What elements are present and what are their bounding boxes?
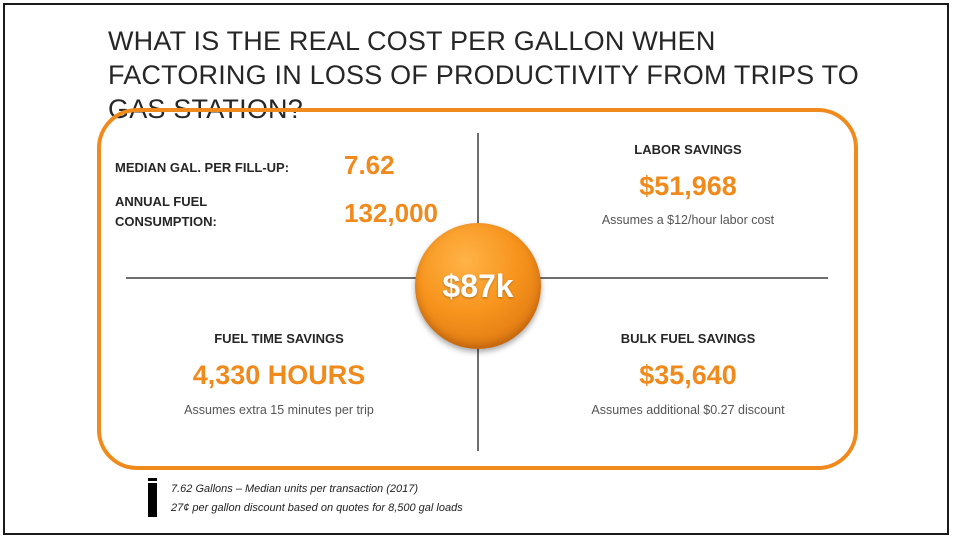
bulk-fuel-savings-value: $35,640	[639, 360, 737, 390]
info-icon-dot	[148, 478, 157, 481]
bulk-fuel-savings-label: BULK FUEL SAVINGS	[620, 331, 756, 346]
summary-panel	[97, 108, 858, 470]
page-title: WHAT IS THE REAL COST PER GALLON WHEN FA…	[108, 26, 860, 124]
bulk-fuel-savings-note: Assumes additional $0.27 discount	[591, 403, 785, 417]
labor-savings-label: LABOR SAVINGS	[634, 142, 742, 157]
median-gallons-label: MEDIAN GAL. PER FILL-UP:	[115, 160, 290, 175]
fuel-time-savings-value: 4,330 HOURS	[192, 360, 366, 390]
labor-savings-note: Assumes a $12/hour labor cost	[601, 213, 775, 227]
annual-fuel-label-line1: ANNUAL FUEL	[115, 194, 208, 209]
fuel-time-savings-label: FUEL TIME SAVINGS	[214, 331, 344, 346]
annual-fuel-label-line2: CONSUMPTION:	[115, 214, 217, 229]
footnote-1: 7.62 Gallons – Median units per transact…	[171, 483, 419, 495]
annual-fuel-value: 132,000	[344, 198, 438, 228]
fuel-time-savings-note: Assumes extra 15 minutes per trip	[184, 403, 374, 417]
footnote-2: 27¢ per gallon discount based on quotes …	[171, 502, 463, 514]
info-icon	[148, 483, 157, 517]
total-savings-value: $87k	[442, 267, 514, 304]
labor-savings-value: $51,968	[639, 171, 737, 201]
total-savings-circle: $87k	[415, 223, 541, 349]
median-gallons-value: 7.62	[344, 150, 395, 180]
